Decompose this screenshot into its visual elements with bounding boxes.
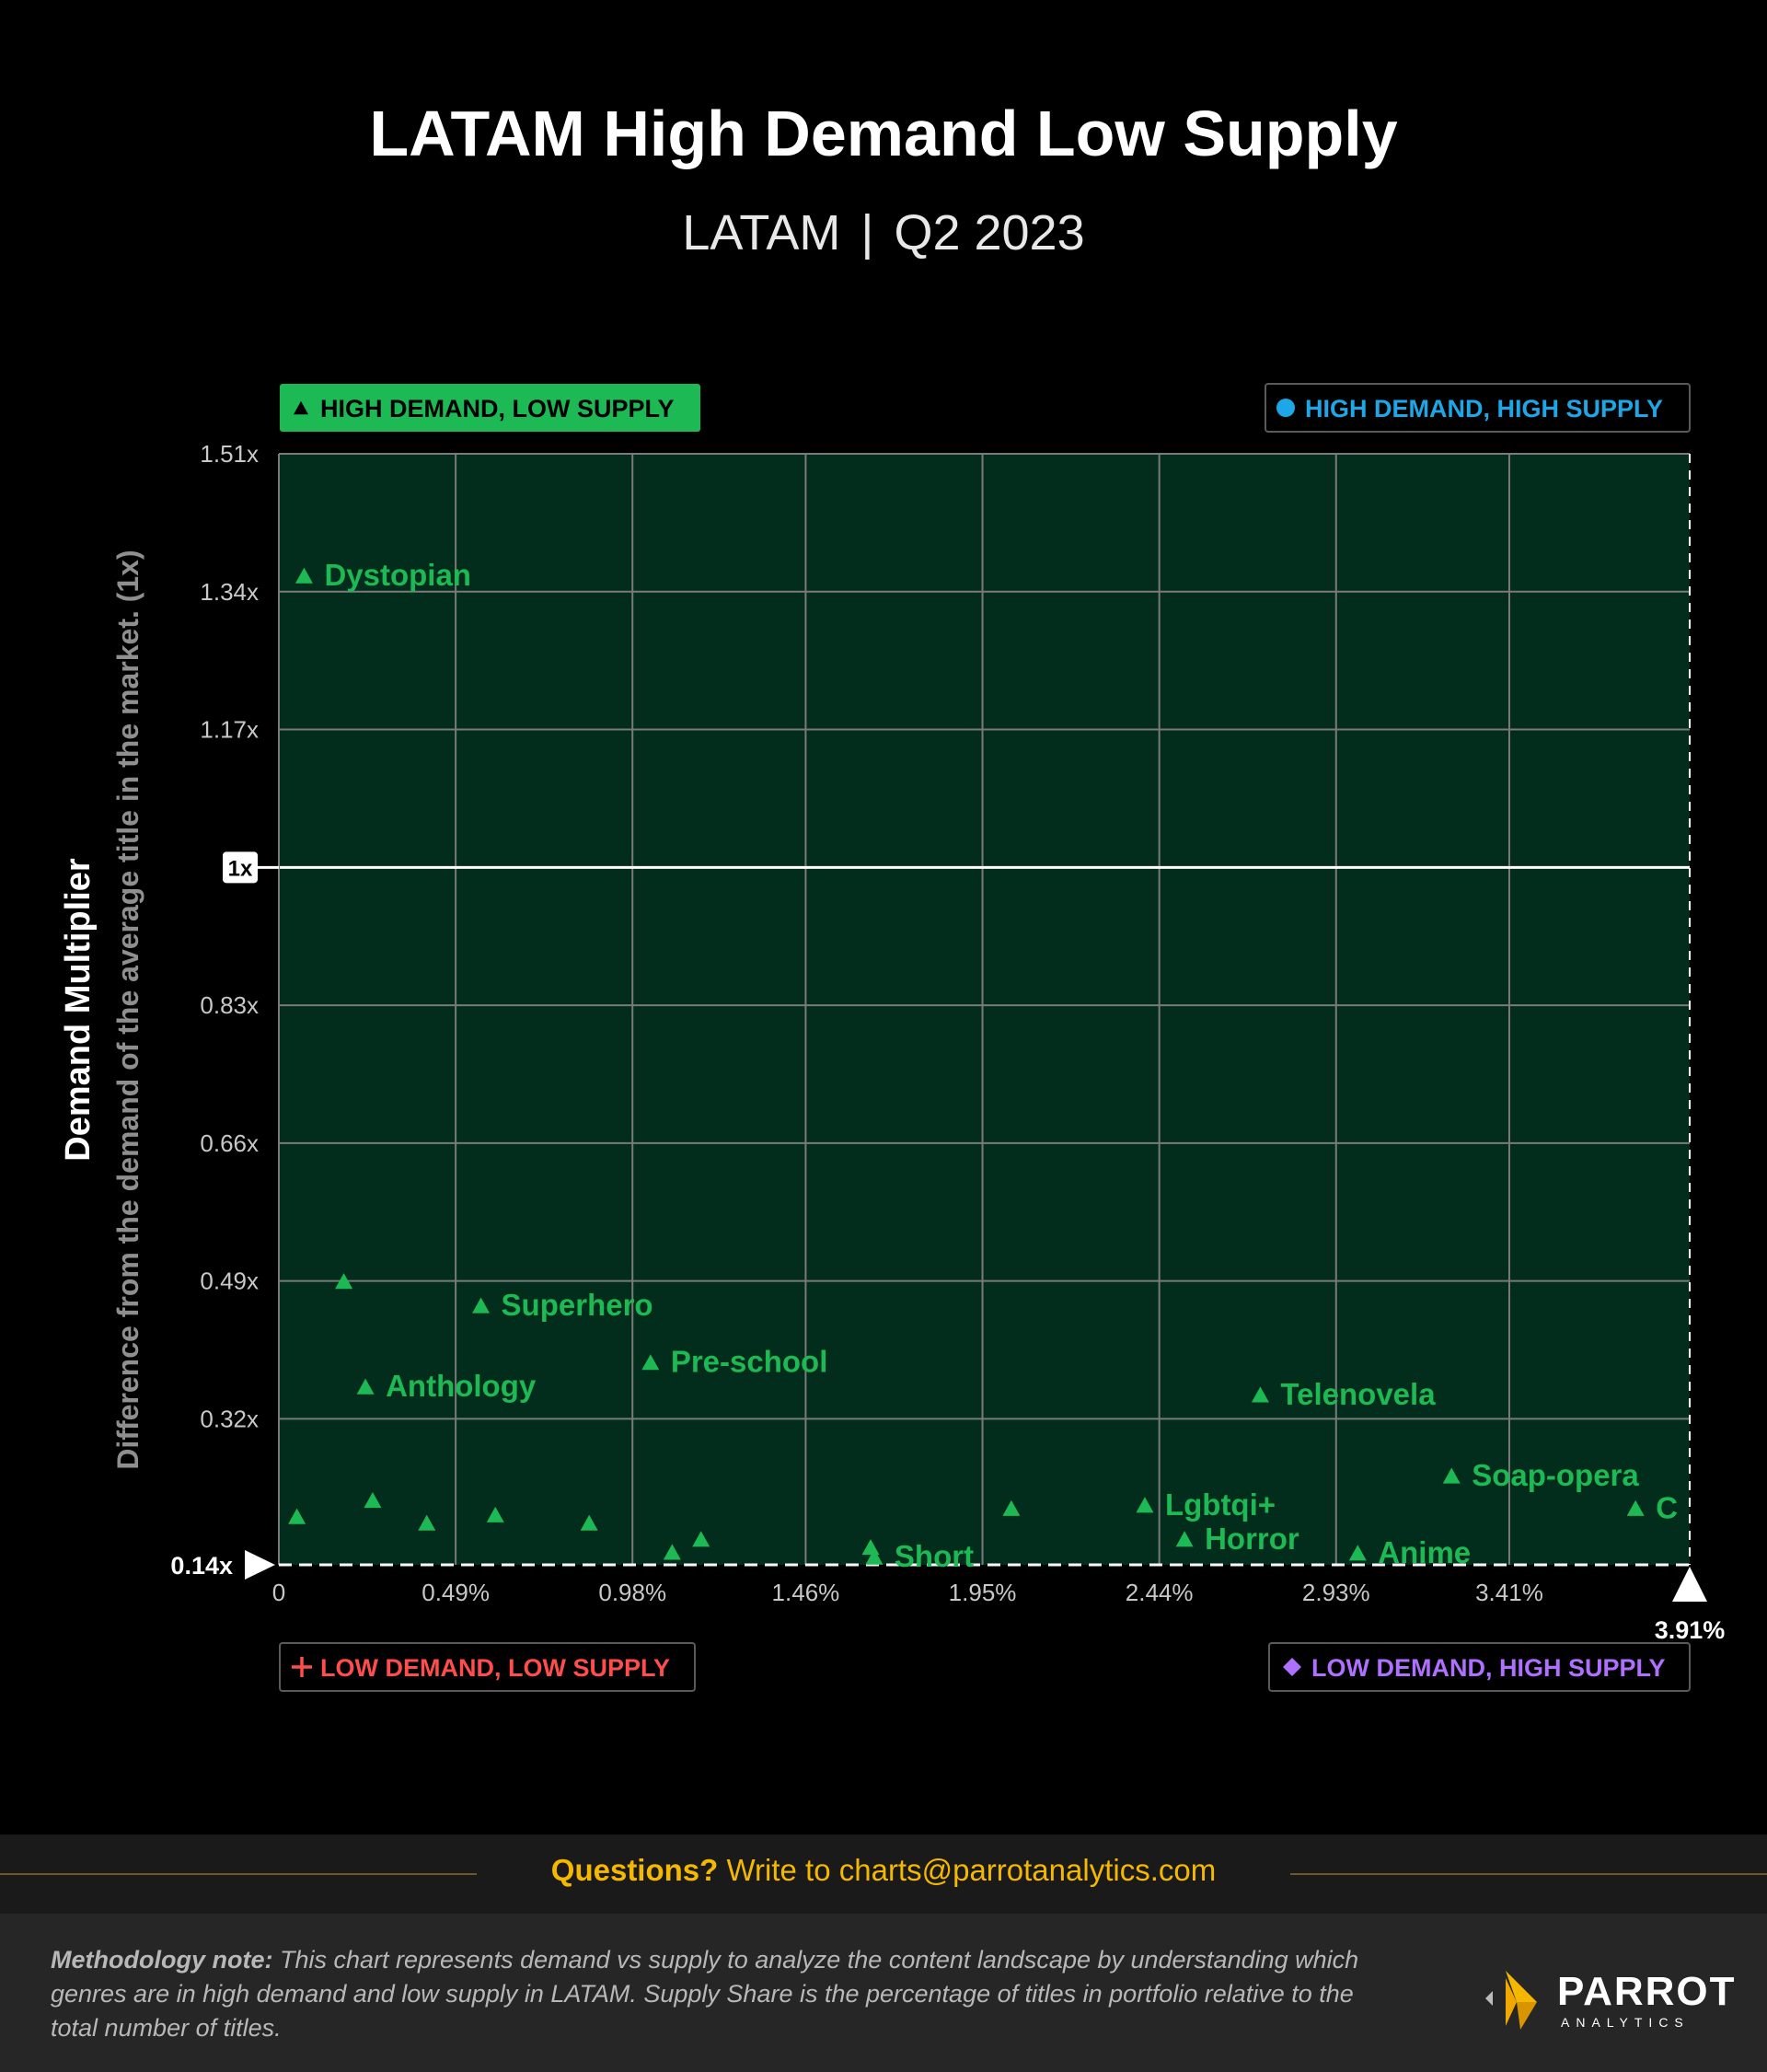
- subtitle-separator: |: [860, 205, 874, 260]
- data-point-label: C: [1656, 1490, 1678, 1524]
- parrot-bird-icon: [1485, 1971, 1537, 2030]
- data-point-label: Anthology: [386, 1369, 537, 1403]
- logo-subtitle: ANALYTICS: [1561, 2015, 1690, 2030]
- y-tick-label: 0.83x: [200, 991, 259, 1019]
- questions-footer: Questions? Write to charts@parrotanalyti…: [0, 1835, 1767, 1914]
- data-point: [288, 1508, 306, 1524]
- y-tick-label: 0.49x: [200, 1268, 259, 1295]
- x-tick-label: 3.41%: [1475, 1579, 1543, 1606]
- logo-wordmark: PARROT: [1557, 1969, 1737, 2014]
- questions-text: Questions? Write to charts@parrotanalyti…: [0, 1853, 1767, 1888]
- x-tick-label: 0.98%: [598, 1579, 666, 1606]
- y-axis-title: Demand Multiplier: [59, 858, 98, 1162]
- y-tick-label: 1.17x: [200, 716, 259, 744]
- data-point-label: Short: [895, 1539, 974, 1573]
- period-label: Q2 2023: [894, 205, 1085, 260]
- data-point-label: Soap-opera: [1472, 1458, 1639, 1492]
- y-axis-min-marker: [245, 1550, 275, 1580]
- quadrant-label-bottom-right: LOW DEMAND, HIGH SUPPLY: [1311, 1654, 1666, 1682]
- region-label: LATAM: [682, 205, 841, 260]
- methodology-note: Methodology note: This chart represents …: [51, 1943, 1403, 2045]
- data-point: [1002, 1499, 1021, 1516]
- quadrant-ldls-badge: [279, 1642, 696, 1692]
- data-point: [1442, 1467, 1461, 1484]
- methodology-band: Methodology note: This chart represents …: [0, 1914, 1767, 2072]
- y-tick-label: 1.34x: [200, 578, 259, 606]
- data-point: [1348, 1545, 1367, 1561]
- data-point: [1136, 1497, 1154, 1513]
- y-tick-label: 1.51x: [200, 440, 259, 468]
- quadrant-label-bottom-left: LOW DEMAND, LOW SUPPLY: [320, 1654, 670, 1682]
- data-point: [641, 1354, 660, 1371]
- data-point: [356, 1378, 375, 1395]
- x-axis-max-marker: [1672, 1567, 1707, 1602]
- scatter-chart: 1.51x 1.34x 1.17x 1x 0.83x 0.66x 0.49x 0.32x 0.1…: [59, 383, 1726, 1692]
- x-tick-label: 1.46%: [772, 1579, 840, 1606]
- parrot-logo: PARROT ANALYTICS: [1480, 1962, 1735, 2035]
- quadrant-hdhs-badge: [1265, 383, 1691, 433]
- data-point: [663, 1544, 681, 1560]
- page-title: LATAM High Demand Low Supply: [369, 98, 1398, 169]
- quadrant-ldhs-badge: [1268, 1642, 1691, 1692]
- data-point-label: Lgbtqi+: [1165, 1487, 1276, 1522]
- questions-lead: Questions?: [550, 1853, 719, 1887]
- y-tick-1x-badge: [223, 851, 258, 884]
- footer-divider-left: [0, 1873, 477, 1875]
- footer-divider-right: [1290, 1873, 1767, 1875]
- data-point: [865, 1548, 884, 1565]
- data-point: [294, 567, 313, 584]
- y-axis-subtitle: Difference from the demand of the averag…: [111, 550, 144, 1469]
- data-point-label: Horror: [1205, 1522, 1299, 1556]
- x-tick-label: 0.49%: [422, 1579, 490, 1606]
- x-max-label: 3.91%: [1655, 1616, 1726, 1644]
- triangle-icon: [294, 400, 308, 415]
- quadrant-hdls-badge: [280, 384, 700, 432]
- data-point: [692, 1531, 710, 1547]
- data-point-label: Superhero: [502, 1288, 653, 1322]
- data-point: [1175, 1531, 1194, 1547]
- data-point-label: Pre-school: [671, 1345, 828, 1379]
- data-point: [335, 1273, 353, 1290]
- methodology-text: This chart represents demand vs supply t…: [51, 1946, 1359, 2042]
- quadrant-label-top-left: HIGH DEMAND, LOW SUPPLY: [320, 395, 675, 423]
- questions-email[interactable]: Write to charts@parrotanalytics.com: [718, 1853, 1217, 1887]
- plot-area: [279, 454, 1690, 1565]
- y-tick-label: 0.66x: [200, 1129, 259, 1157]
- data-point-label: Anime: [1378, 1535, 1471, 1569]
- methodology-lead: Methodology note:: [51, 1946, 273, 1974]
- circle-icon: [1276, 399, 1295, 417]
- data-point-label: Dystopian: [324, 558, 471, 592]
- x-tick-label: 2.93%: [1302, 1579, 1370, 1606]
- page-subtitle: LATAM | Q2 2023: [0, 204, 1767, 261]
- y-tick-label: 1x: [228, 856, 253, 881]
- plus-icon: [292, 1657, 312, 1677]
- x-tick-label: 0: [272, 1579, 285, 1606]
- data-point: [364, 1491, 382, 1509]
- data-point-label: Telenovela: [1280, 1377, 1436, 1411]
- data-point: [580, 1514, 598, 1531]
- data-point: [1251, 1386, 1269, 1403]
- x-tick-label: 1.95%: [949, 1579, 1017, 1606]
- data-point: [1626, 1499, 1645, 1516]
- quadrant-label-top-right: HIGH DEMAND, HIGH SUPPLY: [1305, 395, 1663, 423]
- data-point: [418, 1514, 436, 1531]
- data-point: [472, 1297, 491, 1314]
- diamond-icon: [1283, 1658, 1301, 1676]
- x-tick-label: 2.44%: [1126, 1579, 1194, 1606]
- data-point: [486, 1506, 504, 1522]
- y-min-label: 0.14x: [170, 1552, 233, 1580]
- y-tick-label: 0.32x: [200, 1405, 259, 1432]
